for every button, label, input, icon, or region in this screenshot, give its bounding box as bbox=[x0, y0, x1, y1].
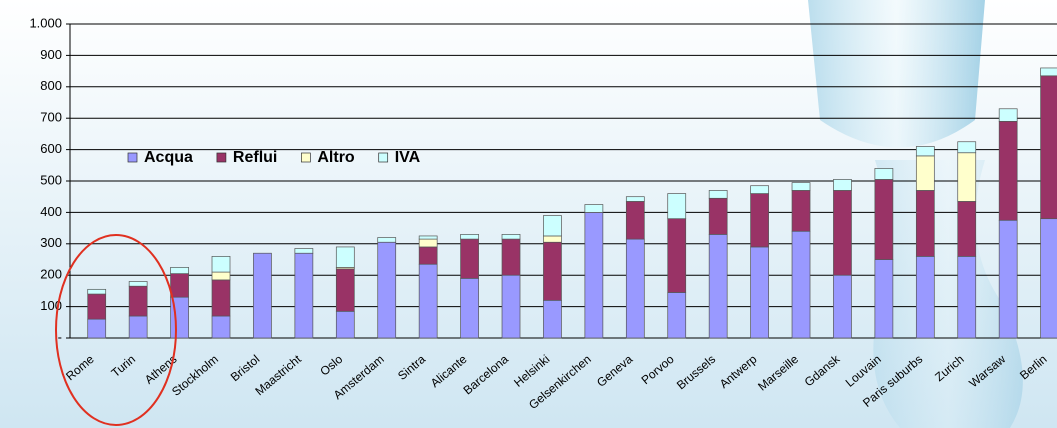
bar-segment bbox=[87, 293, 107, 320]
y-tick-label: - bbox=[58, 329, 62, 344]
highlight-circle bbox=[55, 234, 177, 426]
bar-segment bbox=[957, 141, 977, 154]
bar-segment bbox=[377, 241, 397, 339]
bar-segment bbox=[750, 185, 769, 194]
bar-segment bbox=[998, 219, 1018, 339]
bar-segment bbox=[1040, 218, 1057, 339]
y-tick-label: 300 bbox=[40, 235, 62, 250]
bar-segment bbox=[874, 259, 894, 339]
legend-swatch bbox=[216, 152, 227, 163]
bar-segment bbox=[708, 234, 728, 339]
bar-segment bbox=[335, 310, 355, 339]
bar-segment bbox=[998, 108, 1018, 122]
bar-segment bbox=[667, 292, 687, 339]
bar-segment bbox=[418, 235, 438, 240]
bar-segment bbox=[584, 204, 604, 213]
legend-label: IVA bbox=[395, 149, 421, 166]
bar-segment bbox=[543, 215, 562, 237]
bottle-decoration bbox=[873, 160, 1023, 428]
bar-segment bbox=[170, 267, 189, 274]
bar-segment bbox=[750, 246, 769, 339]
bar-segment bbox=[833, 190, 852, 276]
bar-segment bbox=[708, 197, 728, 235]
bar-segment bbox=[750, 193, 769, 248]
bar-segment bbox=[87, 288, 107, 295]
bar-segment bbox=[543, 235, 562, 243]
bar-segment bbox=[915, 190, 935, 257]
y-tick-label: 200 bbox=[40, 267, 62, 282]
bar-segment bbox=[915, 155, 935, 191]
bar-segment bbox=[128, 285, 148, 317]
bar-segment bbox=[791, 190, 811, 232]
bar-segment bbox=[1040, 75, 1057, 220]
bar-segment bbox=[211, 271, 231, 281]
legend-label: Altro bbox=[317, 149, 355, 166]
bar-segment bbox=[625, 196, 645, 202]
y-tick-label: 400 bbox=[40, 204, 62, 219]
bar-segment bbox=[584, 212, 604, 339]
y-tick-label: 600 bbox=[40, 141, 62, 156]
y-tick-label: 700 bbox=[40, 110, 62, 125]
bar-segment bbox=[501, 238, 521, 276]
bar-segment bbox=[501, 274, 521, 339]
bar-segment bbox=[915, 146, 935, 157]
y-tick-label: 1.000 bbox=[29, 15, 62, 30]
bar-segment bbox=[957, 201, 977, 257]
bar-segment bbox=[294, 252, 314, 339]
bar-segment bbox=[128, 315, 148, 339]
bar-segment bbox=[87, 318, 107, 339]
bar-segment bbox=[998, 120, 1018, 221]
bar-segment bbox=[874, 179, 894, 260]
bar-segment bbox=[708, 190, 728, 199]
bar-segment bbox=[833, 274, 852, 339]
legend-label: Reflui bbox=[233, 149, 277, 166]
bar-segment bbox=[460, 277, 479, 339]
bar-segment bbox=[833, 179, 852, 191]
bar-segment bbox=[211, 256, 231, 273]
bar-segment bbox=[543, 299, 562, 339]
legend-label: Acqua bbox=[144, 149, 193, 166]
y-tick-label: 800 bbox=[40, 78, 62, 93]
bar-segment bbox=[170, 273, 189, 298]
bar-segment bbox=[957, 256, 977, 339]
bar-segment bbox=[211, 279, 231, 317]
bar-segment bbox=[294, 248, 314, 254]
bar-segment bbox=[791, 182, 811, 191]
bar-segment bbox=[501, 234, 521, 240]
bar-segment bbox=[1040, 67, 1057, 77]
bar-segment bbox=[253, 252, 272, 339]
bar-segment bbox=[335, 268, 355, 312]
glass-decoration bbox=[808, 0, 985, 148]
bar-segment bbox=[211, 315, 231, 339]
bar-segment bbox=[625, 238, 645, 339]
bar-segment bbox=[460, 234, 479, 240]
bar-segment bbox=[915, 256, 935, 339]
bar-segment bbox=[335, 246, 355, 268]
bar-segment bbox=[874, 168, 894, 180]
legend-swatch bbox=[127, 152, 138, 163]
bar-segment bbox=[377, 237, 397, 243]
bar-segment bbox=[543, 241, 562, 301]
legend: Acqua Reflui Altro IVA bbox=[127, 149, 421, 166]
bar-segment bbox=[418, 246, 438, 265]
bar-segment bbox=[791, 230, 811, 339]
bar-segment bbox=[957, 152, 977, 202]
bar-segment bbox=[418, 238, 438, 248]
bar-segment bbox=[418, 263, 438, 339]
bar-segment bbox=[625, 201, 645, 240]
legend-swatch bbox=[301, 152, 311, 163]
y-tick-label: 900 bbox=[40, 47, 62, 62]
bar-segment bbox=[128, 281, 148, 287]
bar-segment bbox=[667, 218, 687, 293]
bar-segment bbox=[460, 238, 479, 279]
y-tick-label: 500 bbox=[40, 172, 62, 187]
legend-swatch bbox=[378, 152, 389, 163]
bar-segment bbox=[667, 193, 687, 220]
